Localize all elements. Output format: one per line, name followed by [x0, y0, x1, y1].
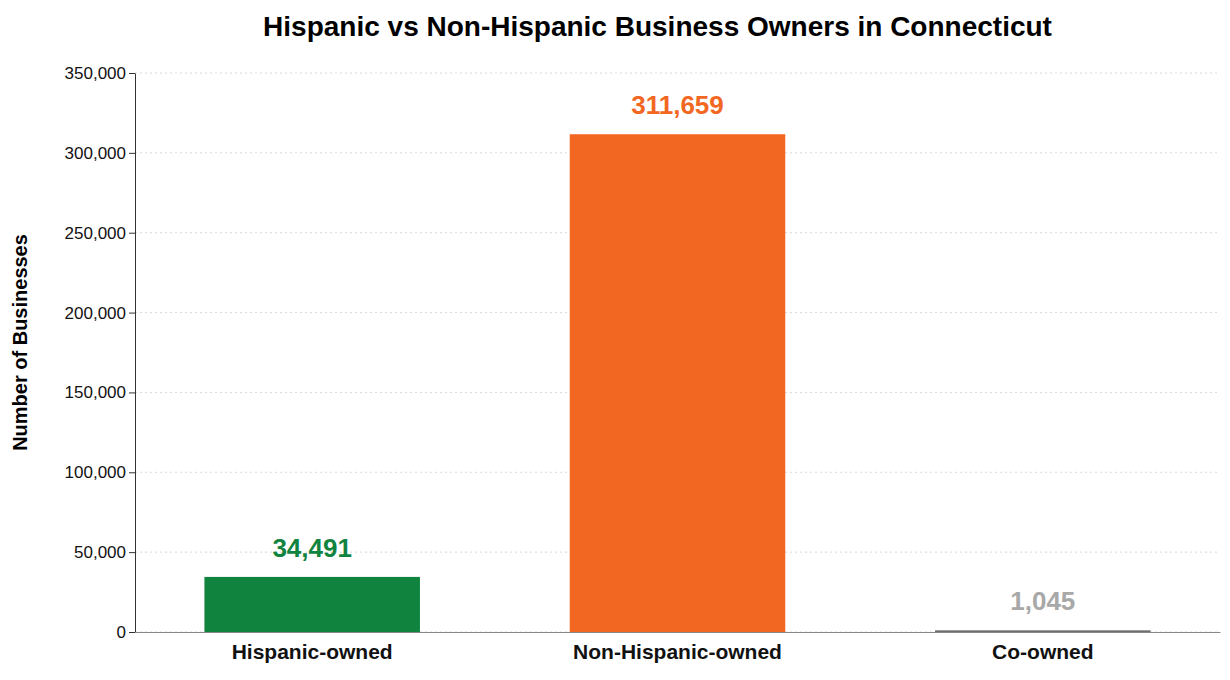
y-tick-label: 250,000 — [65, 224, 126, 243]
y-axis-line — [135, 74, 136, 633]
y-tick-mark — [129, 313, 135, 314]
y-tick-mark — [129, 552, 135, 553]
y-tick-label: 50,000 — [74, 543, 126, 562]
grid — [135, 73, 1220, 632]
plot: 0 50,000 100,000 150,000 200,000 250,000 300,0… — [65, 64, 1221, 663]
y-tick-mark — [129, 73, 135, 74]
y-tick-label: 100,000 — [65, 463, 126, 482]
bar — [935, 630, 1151, 632]
y-tick: 0 — [117, 623, 135, 642]
data-labels: 34,491 311,659 1,045 — [272, 90, 1075, 616]
x-tick-label: Non-Hispanic-owned — [573, 640, 782, 663]
y-tick: 250,000 — [65, 224, 135, 243]
y-tick-mark — [129, 632, 135, 633]
bar — [204, 577, 420, 632]
y-tick-label: 200,000 — [65, 304, 126, 323]
y-tick: 350,000 — [65, 64, 135, 83]
y-tick-mark — [129, 153, 135, 154]
x-axis-line — [136, 632, 1221, 633]
x-tick-label: Hispanic-owned — [232, 640, 393, 663]
y-tick: 100,000 — [65, 463, 135, 482]
y-axis: 0 50,000 100,000 150,000 200,000 250,000 300,0… — [65, 64, 136, 642]
y-axis-title: Number of Businesses — [9, 234, 31, 451]
bar — [570, 134, 786, 632]
bars — [204, 134, 1150, 632]
y-tick: 300,000 — [65, 144, 135, 163]
y-tick-label: 300,000 — [65, 144, 126, 163]
x-tick-label: Co-owned — [992, 640, 1093, 663]
x-tick: Co-owned — [992, 632, 1093, 663]
grid-line — [135, 73, 1220, 74]
y-tick: 200,000 — [65, 304, 135, 323]
x-axis: Hispanic-owned Non-Hispanic-owned Co-owned — [136, 632, 1221, 663]
data-label: 1,045 — [1010, 586, 1075, 616]
data-label: 311,659 — [631, 90, 724, 120]
x-tick: Hispanic-owned — [232, 632, 393, 663]
chart: 0 50,000 100,000 150,000 200,000 250,000 300,0… — [0, 0, 1230, 680]
y-tick-mark — [129, 472, 135, 473]
x-tick: Non-Hispanic-owned — [573, 632, 782, 663]
y-tick-label: 350,000 — [65, 64, 126, 83]
y-tick: 50,000 — [74, 543, 135, 562]
title: Hispanic vs Non-Hispanic Business Owners… — [263, 11, 1052, 42]
y-tick-label: 0 — [117, 623, 126, 642]
y-tick-mark — [129, 392, 135, 393]
data-label: 34,491 — [272, 533, 352, 563]
y-tick: 150,000 — [65, 383, 135, 402]
y-tick-label: 150,000 — [65, 383, 126, 402]
y-tick-mark — [129, 233, 135, 234]
